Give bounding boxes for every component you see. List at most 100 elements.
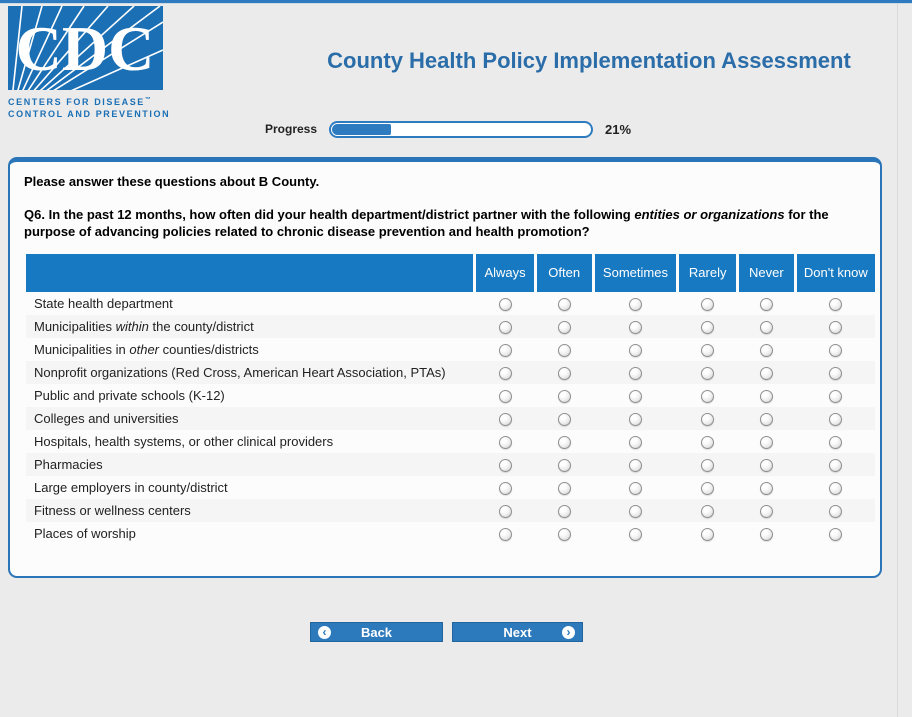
radio-municipalities-in-other-rarely[interactable] <box>701 344 715 358</box>
trademark-symbol: ™ <box>144 97 151 103</box>
radio-pharmacies-always[interactable] <box>498 459 512 473</box>
radio-cell <box>593 407 678 430</box>
radio-hospitals-health-systems-don-t-know[interactable] <box>828 436 842 450</box>
radio-large-employers-in-sometimes[interactable] <box>628 482 642 496</box>
radio-places-of-worship-don-t-know[interactable] <box>828 528 842 542</box>
radio-cell <box>795 522 875 545</box>
radio-colleges-and-universities-sometimes[interactable] <box>628 413 642 427</box>
radio-pharmacies-don-t-know[interactable] <box>828 459 842 473</box>
radio-large-employers-in-rarely[interactable] <box>701 482 715 496</box>
question-emphasis: entities or organizations <box>634 207 785 222</box>
row-label: Public and private schools (K-12) <box>34 387 225 403</box>
next-button[interactable]: Next › <box>452 622 583 642</box>
radio-places-of-worship-never[interactable] <box>759 528 773 542</box>
radio-cell <box>475 384 536 407</box>
radio-hospitals-health-systems-sometimes[interactable] <box>628 436 642 450</box>
radio-pharmacies-rarely[interactable] <box>701 459 715 473</box>
progress-section: Progress 21% <box>265 119 631 139</box>
radio-cell <box>795 361 875 384</box>
radio-fitness-or-wellness-never[interactable] <box>759 505 773 519</box>
radio-municipalities-within-the-often[interactable] <box>557 321 571 335</box>
radio-public-and-private-don-t-know[interactable] <box>828 390 842 404</box>
radio-municipalities-within-the-sometimes[interactable] <box>628 321 642 335</box>
radio-municipalities-within-the-don-t-know[interactable] <box>828 321 842 335</box>
radio-places-of-worship-rarely[interactable] <box>701 528 715 542</box>
question-text-after: for the purpose of advancing policies re… <box>24 207 829 239</box>
radio-municipalities-within-the-rarely[interactable] <box>701 321 715 335</box>
radio-places-of-worship-sometimes[interactable] <box>628 528 642 542</box>
radio-fitness-or-wellness-don-t-know[interactable] <box>828 505 842 519</box>
radio-fitness-or-wellness-rarely[interactable] <box>701 505 715 519</box>
column-header-rows <box>26 254 475 292</box>
radio-large-employers-in-often[interactable] <box>557 482 571 496</box>
table-row-state-health-department: State health department <box>26 292 875 315</box>
radio-cell <box>795 292 875 315</box>
radio-pharmacies-often[interactable] <box>557 459 571 473</box>
radio-nonprofit-organizations-red-always[interactable] <box>498 367 512 381</box>
radio-municipalities-within-the-always[interactable] <box>498 321 512 335</box>
radio-public-and-private-sometimes[interactable] <box>628 390 642 404</box>
radio-municipalities-in-other-never[interactable] <box>759 344 773 358</box>
radio-large-employers-in-don-t-know[interactable] <box>828 482 842 496</box>
radio-nonprofit-organizations-red-don-t-know[interactable] <box>828 367 842 381</box>
cdc-logo: CDC CENTERS FOR DISEASE™ CONTROL AND PRE… <box>8 6 178 120</box>
radio-cell <box>738 338 796 361</box>
radio-municipalities-in-other-sometimes[interactable] <box>628 344 642 358</box>
radio-colleges-and-universities-always[interactable] <box>498 413 512 427</box>
radio-nonprofit-organizations-red-often[interactable] <box>557 367 571 381</box>
radio-municipalities-within-the-never[interactable] <box>759 321 773 335</box>
cdc-logo-text: CENTERS FOR DISEASE™ CONTROL AND PREVENT… <box>8 94 178 120</box>
radio-colleges-and-universities-never[interactable] <box>759 413 773 427</box>
radio-hospitals-health-systems-never[interactable] <box>759 436 773 450</box>
radio-state-health-department-don-t-know[interactable] <box>828 298 842 312</box>
radio-large-employers-in-always[interactable] <box>498 482 512 496</box>
radio-colleges-and-universities-rarely[interactable] <box>701 413 715 427</box>
radio-cell <box>738 499 796 522</box>
radio-hospitals-health-systems-rarely[interactable] <box>701 436 715 450</box>
radio-large-employers-in-never[interactable] <box>759 482 773 496</box>
back-button[interactable]: ‹ Back <box>310 622 443 642</box>
table-row-places-of-worship: Places of worship <box>26 522 875 545</box>
radio-state-health-department-never[interactable] <box>759 298 773 312</box>
radio-places-of-worship-always[interactable] <box>498 528 512 542</box>
radio-municipalities-in-other-often[interactable] <box>557 344 571 358</box>
radio-pharmacies-never[interactable] <box>759 459 773 473</box>
radio-public-and-private-always[interactable] <box>498 390 512 404</box>
radio-pharmacies-sometimes[interactable] <box>628 459 642 473</box>
radio-state-health-department-always[interactable] <box>498 298 512 312</box>
radio-colleges-and-universities-often[interactable] <box>557 413 571 427</box>
navigation-buttons: ‹ Back Next › <box>310 622 583 642</box>
radio-nonprofit-organizations-red-never[interactable] <box>759 367 773 381</box>
matrix-table-head: Always Often Sometimes Rarely Never Don't kno… <box>26 254 875 292</box>
matrix-table-body: State health department Municipalities wi… <box>26 292 875 545</box>
radio-municipalities-in-other-always[interactable] <box>498 344 512 358</box>
radio-public-and-private-never[interactable] <box>759 390 773 404</box>
radio-colleges-and-universities-don-t-know[interactable] <box>828 413 842 427</box>
radio-state-health-department-sometimes[interactable] <box>628 298 642 312</box>
radio-nonprofit-organizations-red-rarely[interactable] <box>701 367 715 381</box>
radio-fitness-or-wellness-often[interactable] <box>557 505 571 519</box>
radio-fitness-or-wellness-always[interactable] <box>498 505 512 519</box>
radio-hospitals-health-systems-always[interactable] <box>498 436 512 450</box>
radio-municipalities-in-other-don-t-know[interactable] <box>828 344 842 358</box>
radio-cell <box>475 499 536 522</box>
radio-state-health-department-often[interactable] <box>557 298 571 312</box>
radio-public-and-private-rarely[interactable] <box>701 390 715 404</box>
radio-cell <box>475 522 536 545</box>
radio-hospitals-health-systems-often[interactable] <box>557 436 571 450</box>
radio-cell <box>535 292 593 315</box>
radio-fitness-or-wellness-sometimes[interactable] <box>628 505 642 519</box>
table-row-large-employers-in: Large employers in county/district <box>26 476 875 499</box>
radio-cell <box>475 361 536 384</box>
radio-state-health-department-rarely[interactable] <box>701 298 715 312</box>
question-panel: Please answer these questions about B Co… <box>8 157 882 578</box>
radio-cell <box>795 315 875 338</box>
radio-public-and-private-often[interactable] <box>557 390 571 404</box>
row-label: Fitness or wellness centers <box>34 502 191 518</box>
radio-nonprofit-organizations-red-sometimes[interactable] <box>628 367 642 381</box>
radio-cell <box>678 407 738 430</box>
intro-text: Please answer these questions about B Co… <box>24 174 320 189</box>
radio-places-of-worship-often[interactable] <box>557 528 571 542</box>
page-edge-divider <box>897 4 898 717</box>
table-row-public-and-private: Public and private schools (K-12) <box>26 384 875 407</box>
